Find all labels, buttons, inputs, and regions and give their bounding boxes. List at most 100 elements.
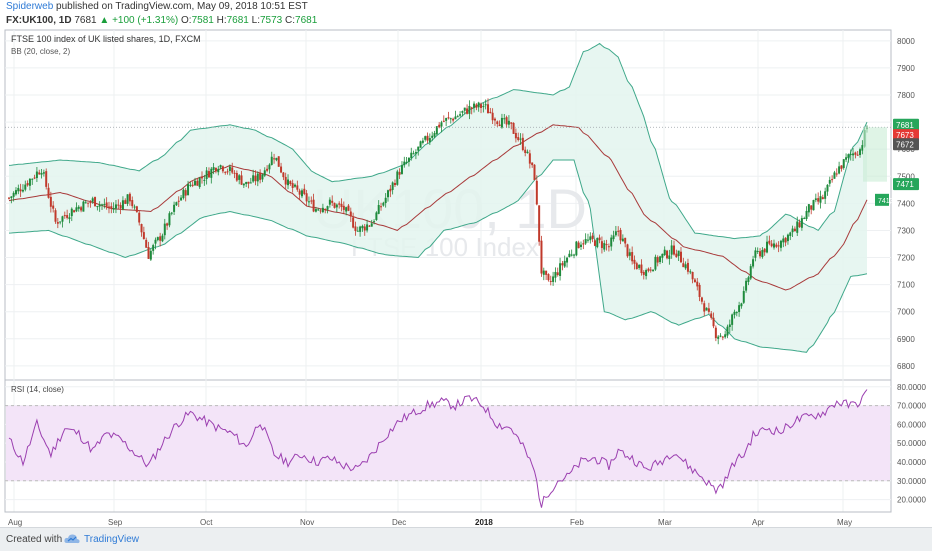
candle-body [856,154,859,156]
chart-area[interactable]: 6800690070007100720073007400750076007700… [0,28,932,527]
candle-body [838,166,841,174]
bb-fill [9,43,867,353]
candle-body [707,308,710,312]
bb-lower-line [8,159,868,353]
candle-body [296,185,299,190]
candle-body [82,201,85,212]
candle-body [124,200,127,204]
candle-body [400,165,403,174]
candle-body [700,297,703,302]
rsi-pane-title: RSI (14, close) [11,385,64,394]
footer-bar: Created with TradingView [0,527,932,551]
candle-body [617,230,620,232]
price-axis-tick: 7400 [897,199,915,208]
last-price-tag-bg [893,118,919,131]
candle-body [256,173,259,182]
candle-body [31,178,34,180]
candle-body [345,207,348,212]
bb-mid-tag: 7471 [896,180,914,189]
candle-body [812,200,815,211]
candle-body [528,153,531,164]
candle-body [524,149,527,154]
candle-body [580,244,582,247]
candle-body [514,132,517,139]
candle-body [435,126,438,135]
rsi-axis-tick: 20.0000 [897,496,926,505]
candle-body [259,172,262,180]
candle-body [475,104,478,108]
candle-body [335,204,338,208]
tradingview-brand-link[interactable]: TradingView [84,534,140,545]
candle-body [342,205,345,210]
candle-body [598,237,601,241]
candle-body [284,176,287,185]
candle-body [470,107,473,109]
candle-body [703,303,706,312]
candle-body [556,272,559,276]
candle-body [677,250,680,257]
candle-body [133,206,136,208]
candle-body [131,200,134,207]
candle-body [121,200,124,210]
candle-body [380,206,383,208]
candle-body [456,116,459,118]
candle-body [712,317,715,327]
candle-body [445,118,448,121]
candle-body [719,335,722,337]
candle-body [314,209,317,212]
bb-upper-line [8,42,868,240]
candle-body [640,264,643,274]
candle-body [824,191,827,199]
candle-body [396,171,399,185]
candle-body [359,226,362,232]
chart-header: Spiderweb published on TradingView.com, … [0,0,932,28]
time-axis-label: Mar [658,518,672,527]
candle-body [87,202,90,204]
candle-body [317,209,320,211]
bid-price-tag-bg [893,129,919,142]
candle-body [861,145,864,151]
candle-body [156,237,159,241]
candle-body [652,269,655,272]
open-value: 7581 [191,15,214,26]
candle-body [526,151,529,154]
candle-body [249,182,252,184]
price-axis-tick: 7100 [897,281,915,290]
candle-body [584,239,587,244]
price-pane-title: FTSE 100 index of UK listed shares, 1D, … [11,34,201,44]
candle-body [500,117,503,128]
candle-body [563,260,566,267]
candle-body [170,212,173,214]
candle-body [389,188,392,192]
candle-body [510,122,513,124]
candle-body [428,138,431,143]
candle-body [107,206,110,208]
candle-body [752,259,755,267]
time-axis-label: Nov [300,518,314,527]
candle-body [282,172,285,178]
candle-body [403,161,406,166]
candle-body [38,172,41,175]
candle-body [10,196,13,199]
candle-body [191,184,194,186]
candle-body [656,257,659,263]
bid-price-tag: 7673 [896,131,914,140]
candle-body [631,252,634,262]
candle-body [561,263,564,266]
candle-body [128,193,131,202]
candle-body [70,208,73,217]
candle-body [466,108,469,114]
candle-body [673,245,676,255]
candle-body [847,154,850,159]
candle-body [842,159,845,168]
candle-body [245,181,248,185]
time-axis-label: Dec [392,518,406,527]
candle-body [240,175,243,185]
candle-body [68,217,71,220]
author-link[interactable]: Spiderweb [6,1,54,12]
candle-body [756,250,759,252]
candle-body [200,177,203,179]
candle-body [14,190,17,195]
candle-body [821,197,824,200]
candle-body [338,203,341,205]
